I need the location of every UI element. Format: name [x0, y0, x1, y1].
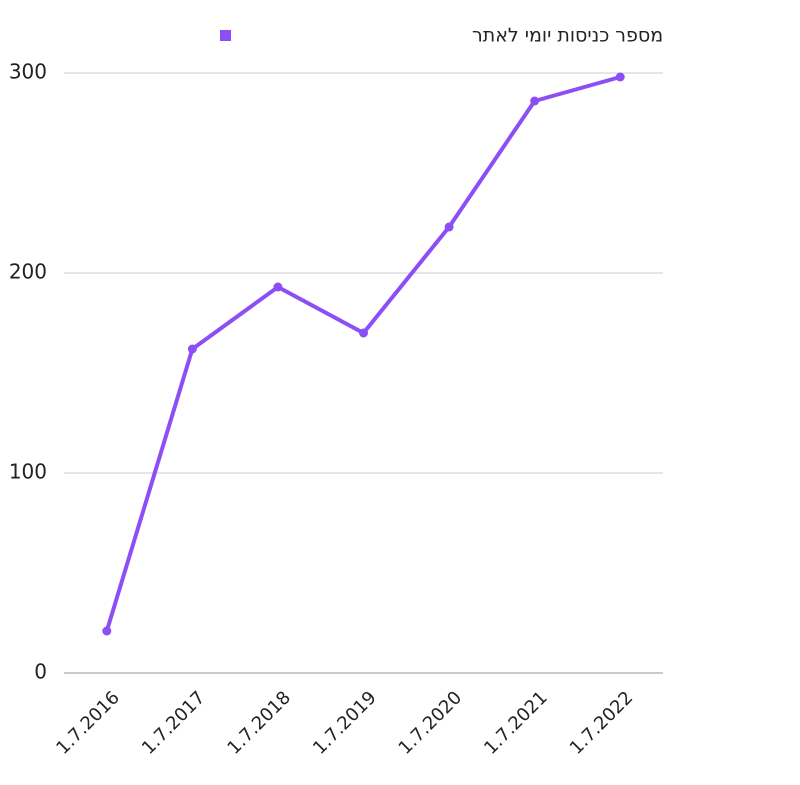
data-point: [102, 626, 112, 636]
y-tick-label: 0: [34, 660, 47, 684]
data-point: [359, 328, 368, 338]
x-tick-label: 1.7.2021: [480, 687, 552, 759]
legend-label: מספר כניסות יומי לאתר: [472, 25, 663, 47]
y-tick-label: 300: [9, 60, 47, 84]
data-point: [444, 222, 454, 232]
data-point: [187, 344, 197, 354]
data-point: [273, 282, 283, 292]
y-tick-label: 200: [9, 260, 47, 284]
y-tick-label: 100: [9, 460, 47, 484]
x-tick-label: 1.7.2022: [566, 687, 638, 759]
x-tick-label: 1.7.2019: [309, 687, 381, 759]
x-tick-label: 1.7.2016: [52, 687, 124, 759]
data-point: [615, 72, 625, 82]
x-tick-label: 1.7.2020: [395, 687, 467, 759]
legend-marker: [220, 30, 231, 41]
x-tick-label: 1.7.2018: [223, 687, 295, 759]
data-point: [530, 96, 540, 106]
x-tick-label: 1.7.2017: [138, 687, 210, 759]
series-line: [104, 75, 621, 632]
